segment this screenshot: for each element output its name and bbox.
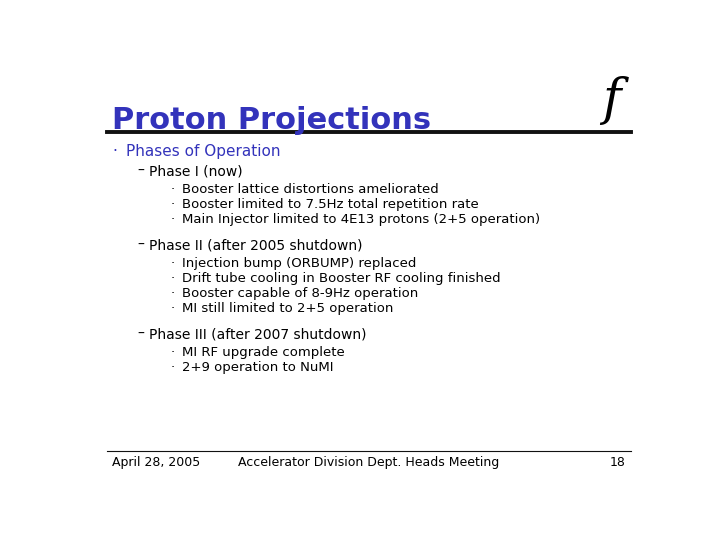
Text: ·: · — [171, 183, 175, 196]
Text: Drift tube cooling in Booster RF cooling finished: Drift tube cooling in Booster RF cooling… — [182, 272, 500, 285]
Text: ·: · — [171, 213, 175, 226]
Text: Phase II (after 2005 shutdown): Phase II (after 2005 shutdown) — [148, 238, 362, 252]
Text: –: – — [138, 164, 144, 178]
Text: ·: · — [171, 198, 175, 211]
Text: –: – — [138, 327, 144, 341]
Text: ·: · — [171, 346, 175, 359]
Text: ·: · — [171, 272, 175, 285]
Text: Booster limited to 7.5Hz total repetition rate: Booster limited to 7.5Hz total repetitio… — [182, 198, 479, 211]
Text: Injection bump (ORBUMP) replaced: Injection bump (ORBUMP) replaced — [182, 257, 416, 270]
Text: MI RF upgrade complete: MI RF upgrade complete — [182, 346, 345, 359]
Text: Main Injector limited to 4E13 protons (2+5 operation): Main Injector limited to 4E13 protons (2… — [182, 213, 540, 226]
Text: Booster lattice distortions ameliorated: Booster lattice distortions ameliorated — [182, 183, 438, 196]
Text: Phases of Operation: Phases of Operation — [126, 144, 281, 159]
Text: Proton Projections: Proton Projections — [112, 106, 431, 136]
Text: Phase III (after 2007 shutdown): Phase III (after 2007 shutdown) — [148, 327, 366, 341]
Text: ·: · — [171, 361, 175, 374]
Text: Phase I (now): Phase I (now) — [148, 164, 242, 178]
Text: ·: · — [112, 144, 117, 159]
Text: Booster capable of 8-9Hz operation: Booster capable of 8-9Hz operation — [182, 287, 418, 300]
Text: 2+9 operation to NuMI: 2+9 operation to NuMI — [182, 361, 333, 374]
Text: ·: · — [171, 287, 175, 300]
Text: MI still limited to 2+5 operation: MI still limited to 2+5 operation — [182, 302, 393, 315]
Text: 18: 18 — [610, 456, 626, 469]
Text: ·: · — [171, 302, 175, 315]
Text: Accelerator Division Dept. Heads Meeting: Accelerator Division Dept. Heads Meeting — [238, 456, 500, 469]
Text: April 28, 2005: April 28, 2005 — [112, 456, 201, 469]
Text: –: – — [138, 238, 144, 252]
Text: ·: · — [171, 257, 175, 270]
Text: f: f — [603, 75, 621, 125]
